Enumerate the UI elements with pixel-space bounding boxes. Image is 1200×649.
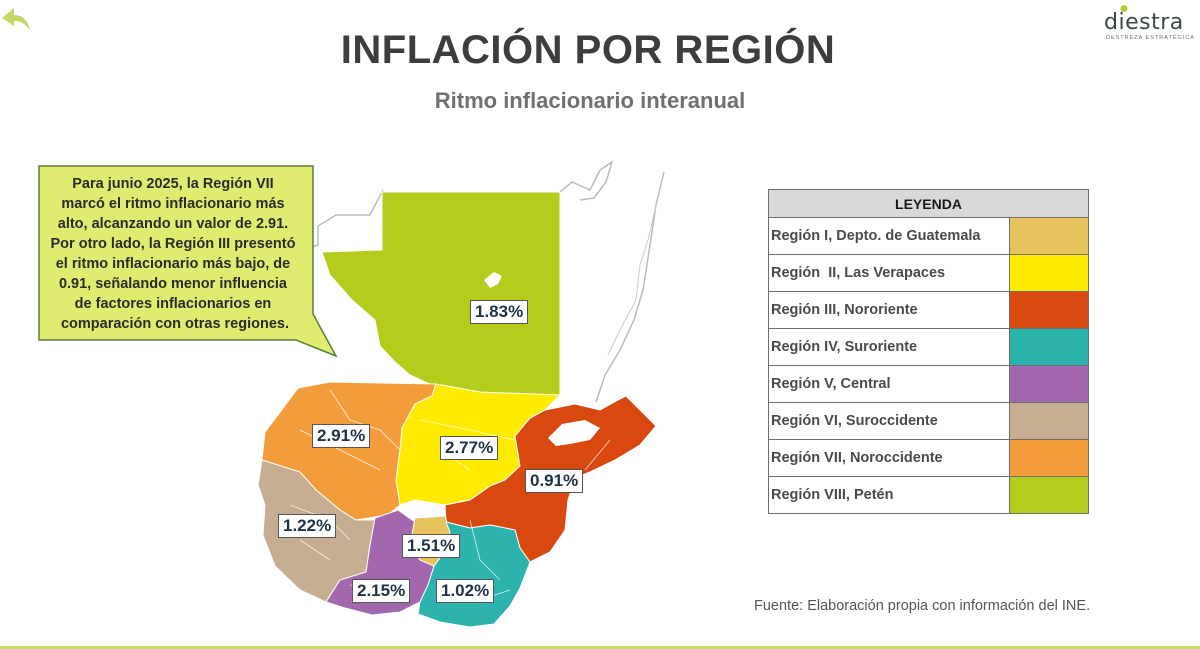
bottom-accent-line: [0, 646, 1200, 649]
callout-line: Para junio 2025, la Región VII: [72, 176, 273, 192]
legend-swatch: [1009, 365, 1089, 403]
legend-swatch: [1009, 254, 1089, 292]
legend-row: Región VI, Suroccidente: [768, 402, 1089, 440]
legend-label: Región VII, Noroccidente: [768, 439, 1010, 477]
region-vii-value-label: 2.91%: [312, 424, 371, 448]
callout-line: de factores inflacionarios en: [75, 296, 272, 312]
border-line-belize: [595, 171, 665, 403]
legend-row: Región I, Depto. de Guatemala: [768, 217, 1089, 255]
page-title: INFLACIÓN POR REGIÓN: [340, 28, 836, 72]
callout-line: Por otro lado, la Región III presentó: [51, 236, 296, 252]
callout-bubble: [38, 165, 338, 358]
legend-swatch: [1009, 402, 1089, 440]
region-iii-value-label: 0.91%: [525, 469, 584, 493]
callout-line: el ritmo inflacionario más bajo, de: [56, 256, 290, 272]
legend-label: Región IV, Suroriente: [768, 328, 1010, 366]
legend-label: Región VI, Suroccidente: [768, 402, 1010, 440]
region-v-value-label: 2.15%: [352, 579, 411, 603]
legend-row: Región II, Las Verapaces: [768, 254, 1089, 292]
region-ii-value-label: 2.77%: [440, 436, 499, 460]
legend-table: LEYENDA Región I, Depto. de Guatemala Re…: [768, 189, 1089, 514]
legend-label: Región II, Las Verapaces: [768, 254, 1010, 292]
region-viii-value-label: 1.83%: [470, 300, 529, 324]
legend-row: Región V, Central: [768, 365, 1089, 403]
legend-swatch: [1009, 439, 1089, 477]
region-i-value-label: 1.51%: [402, 534, 461, 558]
legend-label: Región III, Nororiente: [768, 291, 1010, 329]
legend-header: LEYENDA: [768, 189, 1089, 218]
source-note: Fuente: Elaboración propia con informaci…: [754, 598, 1091, 614]
region-vi-value-label: 1.22%: [278, 514, 337, 538]
logo-dot-icon: ●: [1120, 4, 1128, 14]
legend-label: Región VIII, Petén: [768, 476, 1010, 514]
diestra-logo: ● diestra DESTREZA ESTRATÉGICA: [1104, 4, 1194, 44]
back-arrow-icon[interactable]: [0, 2, 34, 36]
callout-text: Para junio 2025, la Región VII marcó el …: [51, 176, 300, 332]
lake-izabal: [548, 420, 600, 446]
legend-swatch: [1009, 328, 1089, 366]
callout-line: alto, alcanzando un valor de 2.91.: [58, 216, 288, 232]
legend-header-row: LEYENDA: [768, 189, 1089, 218]
callout-line: 0.91, señalando menor influencia: [59, 276, 288, 292]
region-viii-peten: [321, 191, 561, 405]
legend-row: Región VIII, Petén: [768, 476, 1089, 514]
legend-swatch: [1009, 291, 1089, 329]
legend-label: Región I, Depto. de Guatemala: [768, 217, 1010, 255]
legend-label: Región V, Central: [768, 365, 1010, 403]
region-iv-value-label: 1.02%: [436, 579, 495, 603]
legend-row: Región IV, Suroriente: [768, 328, 1089, 366]
legend-row: Región III, Nororiente: [768, 291, 1089, 329]
legend-row: Región VII, Noroccidente: [768, 439, 1089, 477]
callout-line: comparación con otras regiones.: [61, 316, 289, 332]
border-line-belize-inner: [607, 204, 657, 356]
logo-name: diestra: [1104, 10, 1184, 35]
page-subtitle: Ritmo inflacionario interanual: [434, 88, 746, 113]
border-line: [559, 160, 614, 201]
legend-swatch: [1009, 217, 1089, 255]
lake-peten-itza: [484, 272, 502, 288]
logo-tagline: DESTREZA ESTRATÉGICA: [1106, 35, 1195, 41]
legend-swatch: [1009, 476, 1089, 514]
border-line-mexico: [299, 189, 384, 251]
callout-line: marcó el ritmo inflacionario más: [61, 196, 284, 212]
